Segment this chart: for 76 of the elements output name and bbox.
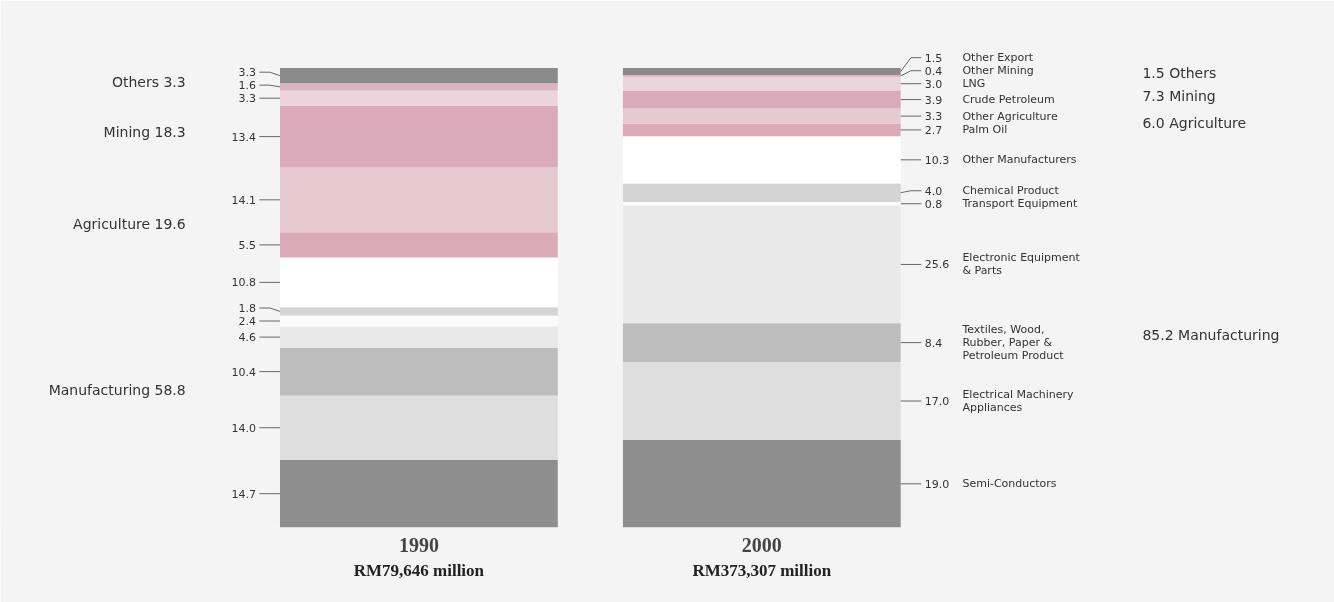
bar xyxy=(279,459,558,528)
text: 6.0 Agriculture xyxy=(1142,115,1247,132)
bar xyxy=(279,347,558,396)
text: Other Export xyxy=(962,51,1034,65)
text: 7.3 Mining xyxy=(1142,87,1216,104)
text: 85.2 Manufacturing xyxy=(1142,326,1280,343)
text: Electrical Machinery Appliances xyxy=(962,388,1075,415)
data-label: 1.8 xyxy=(238,302,256,316)
x-tick-label: 2000 xyxy=(741,533,782,556)
data-label: 5.5 xyxy=(238,238,256,252)
bar xyxy=(622,76,901,91)
text: Semi-Conductors xyxy=(962,477,1057,491)
text: Crude Petroleum xyxy=(962,93,1055,107)
data-label: 2.7 xyxy=(924,123,943,137)
text: Electronic Equipment & Parts xyxy=(962,251,1081,278)
text: Palm Oil xyxy=(962,123,1008,137)
bar xyxy=(622,323,901,362)
x-tick-label: 1990 xyxy=(398,533,439,556)
text: Textiles, Wood, Rubber, Paper & Petroleum Product xyxy=(961,323,1065,363)
bar xyxy=(279,68,558,84)
data-label: 14.1 xyxy=(231,193,256,207)
data-label: 25.6 xyxy=(924,258,950,272)
bar xyxy=(279,105,558,168)
text: RM79,646 million xyxy=(353,560,485,580)
bar xyxy=(279,326,558,348)
data-label: 10.4 xyxy=(231,365,256,379)
bar xyxy=(622,90,901,109)
bar xyxy=(622,361,901,441)
data-label: 13.4 xyxy=(231,130,256,144)
bar xyxy=(622,136,901,184)
text: Mining 18.3 xyxy=(103,124,186,141)
data-label: 19.0 xyxy=(924,477,950,491)
text: Other Agriculture xyxy=(962,109,1058,123)
bar xyxy=(279,307,558,316)
data-label: 3.9 xyxy=(924,93,943,107)
text: 1.5 Others xyxy=(1142,64,1217,81)
data-label: 1.5 xyxy=(924,51,943,65)
bar xyxy=(622,201,901,206)
bar xyxy=(622,68,901,75)
data-label: 4.6 xyxy=(238,331,256,345)
data-label: 3.3 xyxy=(238,92,256,106)
text: Others 3.3 xyxy=(111,73,186,90)
data-label: 17.0 xyxy=(924,395,950,409)
data-label: 2.4 xyxy=(238,315,256,329)
data-label: 0.4 xyxy=(924,64,943,78)
bar xyxy=(622,205,901,324)
data-label: 3.0 xyxy=(924,77,943,91)
text: Chemical Product xyxy=(962,184,1060,198)
data-label: 0.8 xyxy=(924,197,943,211)
bar xyxy=(279,167,558,233)
data-label: 10.3 xyxy=(924,153,950,167)
text: LNG xyxy=(962,77,986,91)
text: Manufacturing 58.8 xyxy=(48,381,186,398)
data-label: 3.3 xyxy=(924,110,943,124)
data-label: 4.0 xyxy=(924,184,943,198)
bar xyxy=(279,257,558,308)
bar xyxy=(622,108,901,124)
bar xyxy=(279,90,558,106)
text: Agriculture 19.6 xyxy=(73,216,186,233)
text: Other Mining xyxy=(962,64,1034,78)
bar xyxy=(279,315,558,327)
data-label: 8.4 xyxy=(924,336,943,350)
bar xyxy=(622,440,901,528)
text: RM373,307 million xyxy=(692,560,832,580)
bar xyxy=(622,183,901,202)
bar xyxy=(279,232,558,258)
data-label: 3.3 xyxy=(238,66,256,80)
bar xyxy=(279,83,558,91)
data-label: 1.6 xyxy=(238,79,256,93)
bar xyxy=(279,395,558,460)
data-label: 14.0 xyxy=(231,421,256,435)
data-label: 14.7 xyxy=(231,487,256,501)
text: Transport Equipment xyxy=(961,197,1078,211)
bar xyxy=(622,123,901,137)
data-label: 10.8 xyxy=(231,276,256,290)
text: Other Manufacturers xyxy=(962,153,1077,167)
